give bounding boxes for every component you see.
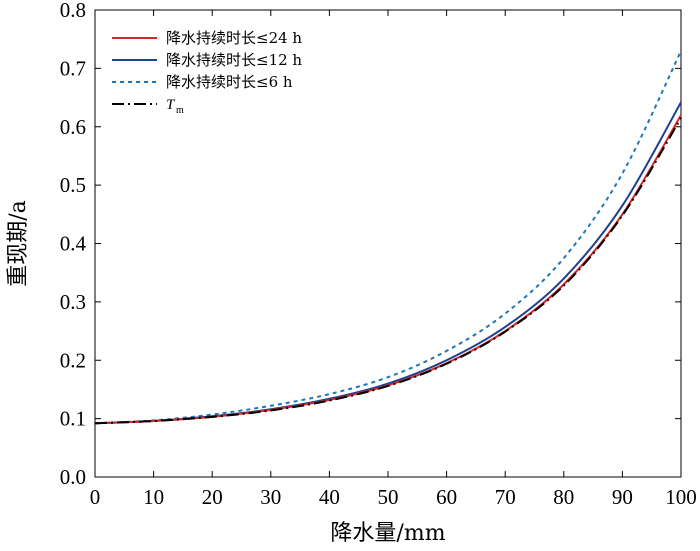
x-tick-label: 100 (665, 485, 697, 509)
legend-label-4: T (166, 97, 176, 113)
x-axis-title: 降水量/mm (330, 521, 445, 546)
y-tick-label: 0.6 (60, 115, 86, 139)
x-tick-label: 70 (495, 485, 516, 509)
legend-label-sub-4: m (176, 105, 184, 116)
x-tick-label: 40 (319, 485, 340, 509)
x-tick-label: 80 (553, 485, 574, 509)
plot-area: 0 10 20 30 40 50 60 70 80 90 100 0.0 0.1 0.2 0.3 0.4 0.5… (60, 0, 697, 509)
x-tick-label: 60 (436, 485, 457, 509)
x-tick-label: 90 (612, 485, 633, 509)
x-tick-label: 20 (202, 485, 223, 509)
series-lines (94, 50, 682, 425)
axis-ticks (94, 9, 682, 478)
series-line-4 (94, 117, 682, 425)
y-tick-label: 0.3 (60, 290, 86, 314)
legend: 降水持续时长≤24 h 降水持续时长≤12 h 降水持续时长≤6 h T m (112, 29, 302, 116)
y-tick-label: 0.4 (60, 232, 87, 256)
y-axis-title: 重现期/a (6, 200, 31, 287)
y-tick-label: 0.8 (60, 0, 86, 22)
y-tick-label: 0.5 (60, 173, 86, 197)
y-tick-label: 0.0 (60, 465, 86, 489)
legend-label-1: 降水持续时长≤24 h (166, 29, 302, 47)
series-line-2 (94, 101, 682, 425)
x-tick-label: 10 (143, 485, 164, 509)
y-tick-label: 0.2 (60, 348, 86, 372)
series-line-3 (94, 50, 682, 425)
x-tick-label: 0 (90, 485, 101, 509)
x-tick-label: 30 (260, 485, 281, 509)
legend-label-3: 降水持续时长≤6 h (166, 73, 293, 91)
x-tick-label: 50 (378, 485, 399, 509)
tick-labels: 0 10 20 30 40 50 60 70 80 90 100 0.0 0.1 0.2 0.3 0.4 0.5… (60, 0, 697, 509)
y-tick-label: 0.7 (60, 56, 86, 80)
y-tick-label: 0.1 (60, 407, 86, 431)
legend-label-2: 降水持续时长≤12 h (166, 51, 302, 69)
